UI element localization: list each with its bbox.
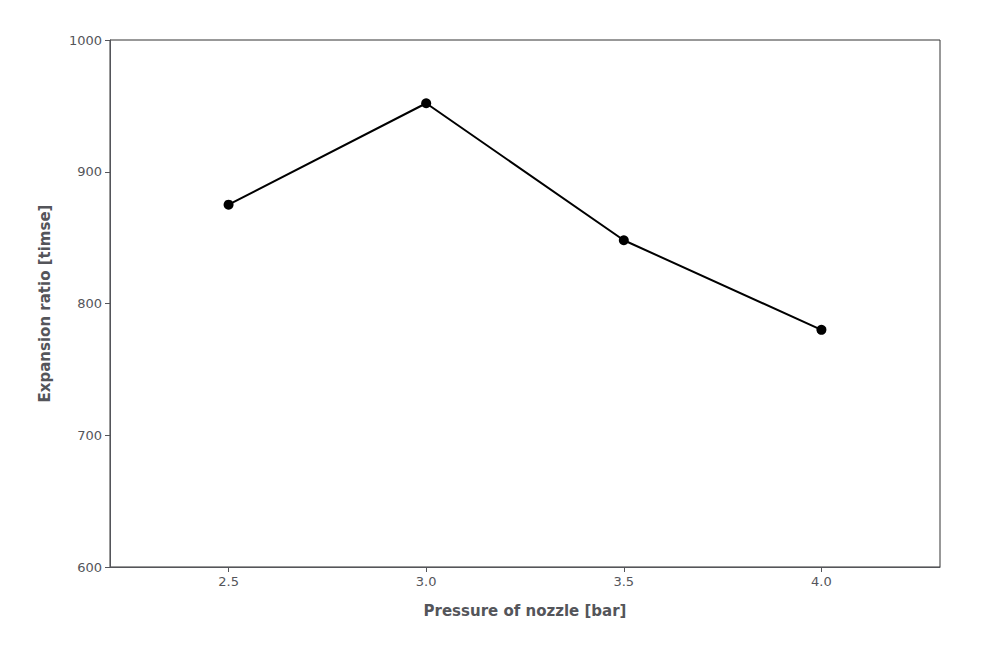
svg-text:800: 800 xyxy=(77,296,102,311)
svg-text:1000: 1000 xyxy=(69,33,102,48)
svg-text:3.5: 3.5 xyxy=(613,574,634,589)
svg-text:2.5: 2.5 xyxy=(218,574,239,589)
svg-text:Pressure of nozzle [bar]: Pressure of nozzle [bar] xyxy=(424,602,627,620)
svg-text:4.0: 4.0 xyxy=(811,574,832,589)
svg-text:3.0: 3.0 xyxy=(416,574,437,589)
svg-text:900: 900 xyxy=(77,164,102,179)
svg-text:700: 700 xyxy=(77,428,102,443)
svg-text:Expansion ratio [timse]: Expansion ratio [timse] xyxy=(36,205,54,403)
svg-text:600: 600 xyxy=(77,560,102,575)
